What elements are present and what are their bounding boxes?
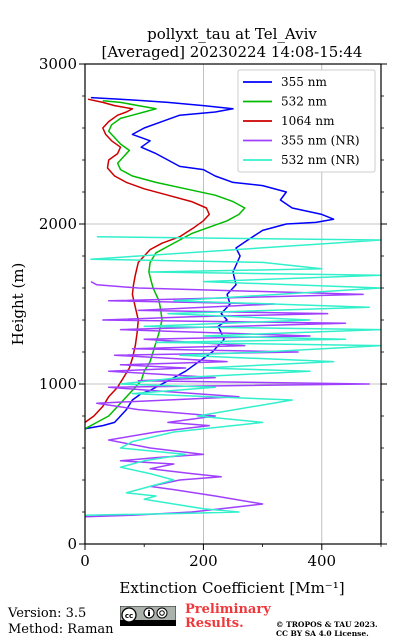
x-tick-label: 200: [189, 552, 218, 570]
x-axis-label: Extinction Coefficient [Mm⁻¹]: [119, 579, 344, 597]
plot-frame: [84, 63, 382, 545]
legend-box: [237, 69, 376, 173]
series-line: [84, 236, 382, 516]
legend-label: 1064 nm: [281, 114, 335, 128]
legend-label: 355 nm (NR): [281, 134, 360, 148]
legend-label: 532 nm (NR): [281, 153, 360, 167]
ticks: 0 200 400 0 1000 2000 3000: [39, 55, 387, 570]
series-line: [84, 100, 246, 430]
svg-text:cc: cc: [125, 612, 133, 620]
chart-title: pollyxt_tau at Tel_Aviv: [147, 25, 317, 43]
legend: 355 nm 532 nm 1064 nm 355 nm (NR) 532 nm (NR…: [237, 69, 376, 173]
y-tick-label: 0: [67, 535, 77, 553]
y-tick-label: 3000: [39, 55, 77, 73]
method-text: Method: Raman: [8, 622, 114, 637]
preliminary-line2: Results.: [185, 616, 244, 631]
y-axis-label: Height (m): [9, 263, 27, 346]
preliminary-results-label: Preliminary Results.: [185, 603, 271, 631]
cc-by-sa-badge-icon: cc: [120, 606, 176, 626]
chart-subtitle: [Averaged] 20230224 14:08-15:44: [102, 43, 363, 61]
copyright-line2: CC BY SA 4.0 License.: [276, 629, 369, 638]
x-tick-label: 400: [307, 552, 336, 570]
series-layer: [84, 96, 382, 518]
copyright-notice: © TROPOS & TAU 2023. CC BY SA 4.0 Licens…: [276, 620, 378, 638]
series-line: [84, 280, 370, 518]
series-line: [84, 98, 211, 424]
y-tick-label: 2000: [39, 215, 77, 233]
y-tick-label: 1000: [39, 375, 77, 393]
legend-label: 532 nm: [281, 95, 327, 109]
chart: pollyxt_tau at Tel_Aviv [Averaged] 20230…: [9, 25, 387, 597]
version-text: Version: 3.5: [8, 606, 87, 621]
x-tick-label: 0: [80, 552, 90, 570]
copyright-line1: © TROPOS & TAU 2023.: [276, 620, 378, 629]
legend-label: 355 nm: [281, 75, 327, 89]
preliminary-line1: Preliminary: [185, 602, 271, 617]
